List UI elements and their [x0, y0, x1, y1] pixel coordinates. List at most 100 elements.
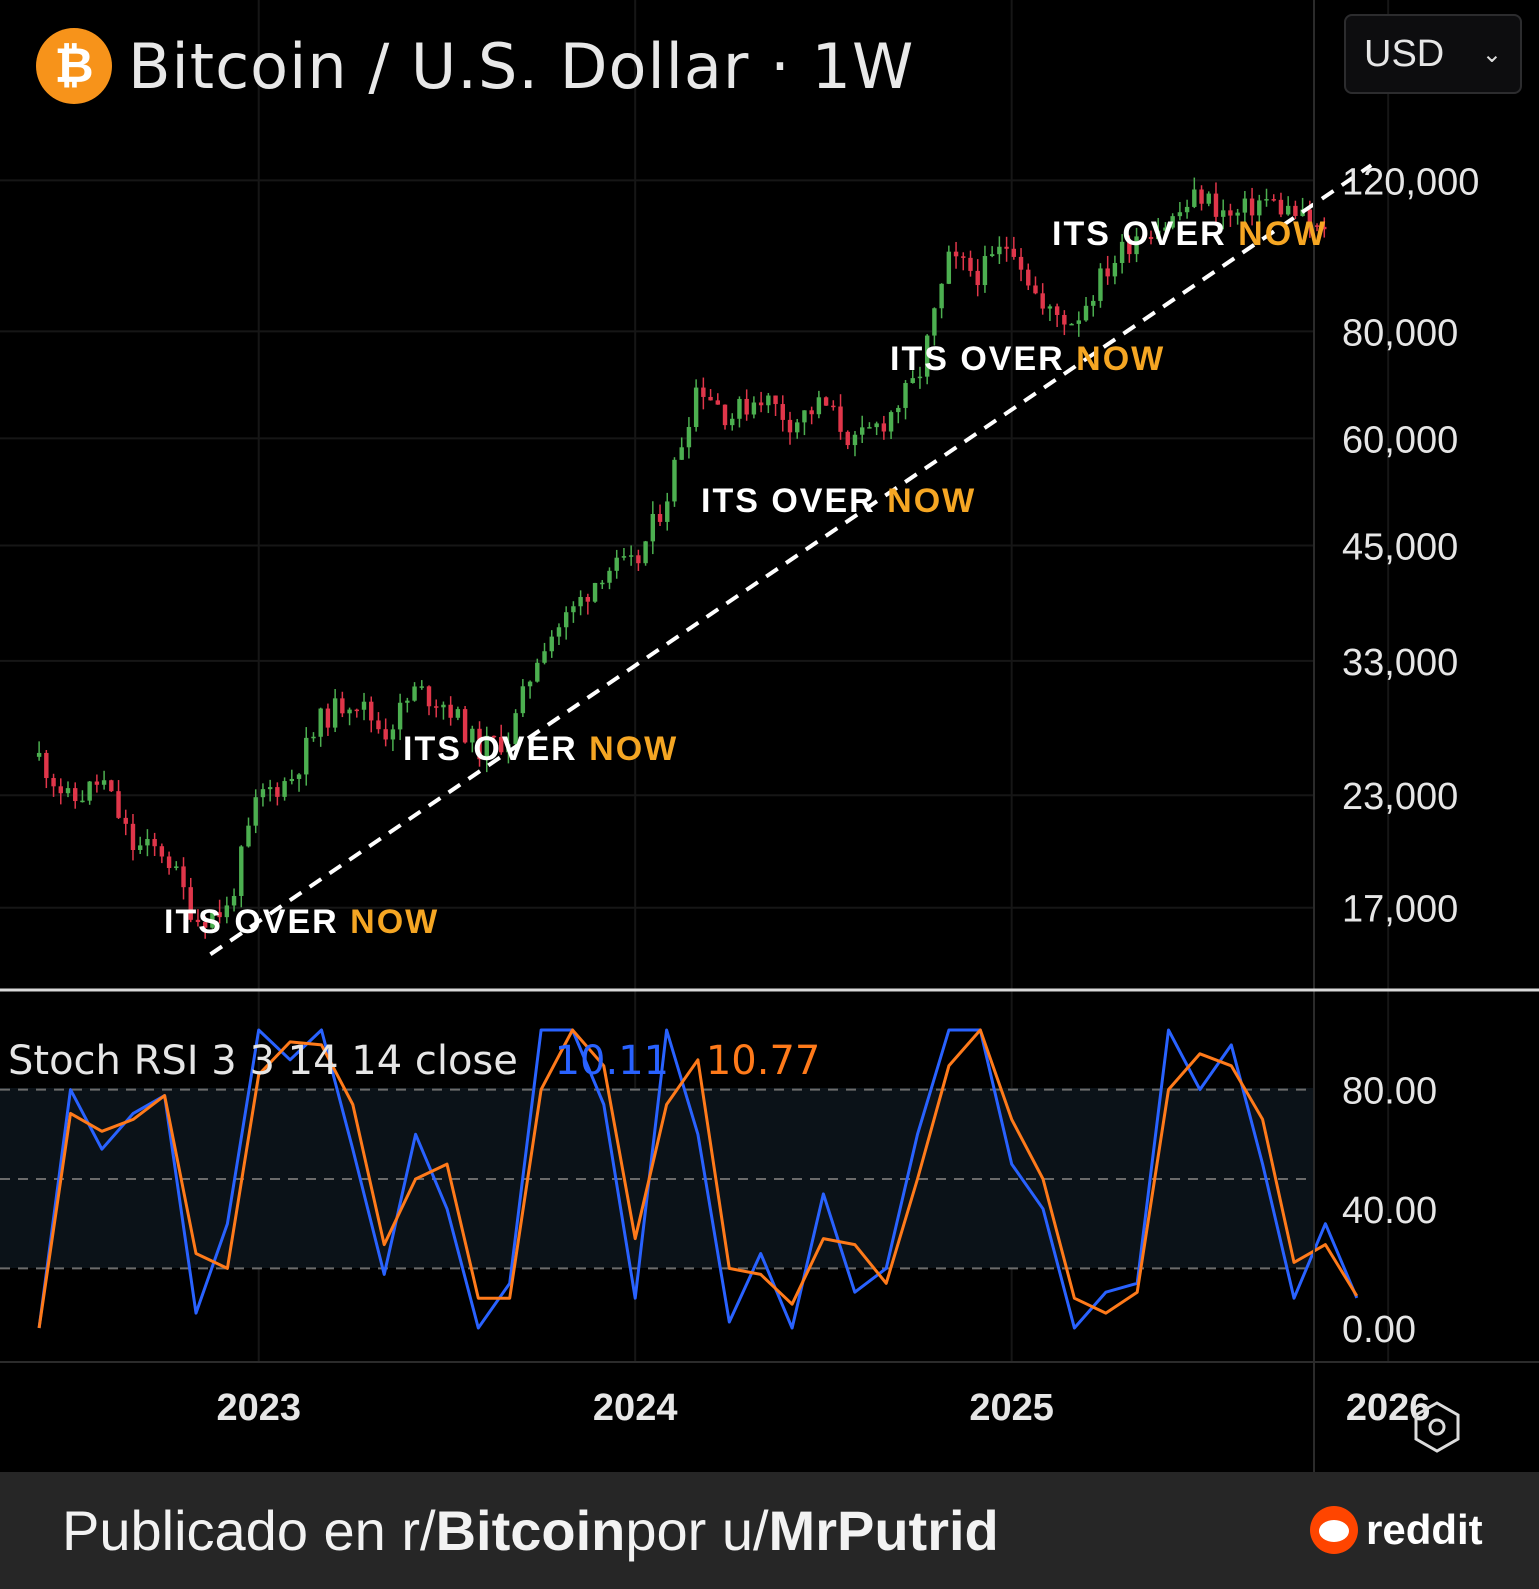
- candle-body: [405, 700, 410, 703]
- annotation-highlight: NOW: [350, 903, 439, 941]
- candle-body: [311, 736, 316, 739]
- candle-body: [1018, 256, 1024, 270]
- candle-body: [773, 395, 778, 405]
- candle-body: [267, 787, 273, 790]
- candle-body: [260, 789, 266, 798]
- candle-body: [975, 270, 980, 286]
- candle-body: [1004, 246, 1009, 249]
- annotation-label: ITS OVER NOW: [403, 730, 678, 768]
- stoch-d-line: [37, 1028, 1359, 1329]
- candle-body: [758, 402, 764, 406]
- candle-body: [520, 686, 526, 714]
- candle-body: [1119, 241, 1125, 263]
- candle-body: [787, 419, 793, 433]
- price-tick-label: 45,000: [1342, 526, 1458, 568]
- candle-body: [1105, 268, 1110, 277]
- stoch-k-value: 10.11: [554, 1038, 670, 1084]
- candle-body: [325, 708, 331, 728]
- annotation-text: ITS OVER: [403, 730, 589, 768]
- candle-body: [397, 702, 403, 730]
- candle-body: [737, 398, 742, 419]
- candle-body: [1257, 200, 1262, 216]
- time-axis[interactable]: 2023 2024 2025 2026: [216, 1387, 1430, 1429]
- candle-body: [1047, 306, 1053, 309]
- candle-body: [1091, 300, 1096, 306]
- candle-body: [434, 706, 439, 708]
- candle-body: [989, 254, 995, 257]
- candle-body: [239, 846, 244, 896]
- time-tick-label: 2024: [593, 1387, 678, 1429]
- candle-body: [953, 251, 959, 257]
- annotation-label: ITS OVER NOW: [890, 340, 1165, 378]
- candle-body: [1184, 206, 1190, 213]
- candle-body: [116, 791, 121, 818]
- credit-middle: por u/: [625, 1499, 769, 1562]
- username[interactable]: MrPutrid: [768, 1499, 999, 1562]
- candle-body: [563, 612, 569, 628]
- candle-body: [289, 778, 295, 782]
- candle-body: [614, 557, 619, 571]
- candle-body: [1192, 189, 1197, 207]
- candle-body: [780, 404, 785, 420]
- candle-body: [1213, 193, 1219, 217]
- candle-body: [1249, 198, 1255, 216]
- stoch-d-value: 10.77: [705, 1038, 821, 1084]
- price-axis[interactable]: 120,000 80,000 60,000 45,000 33,000 23,000 17,…: [1342, 161, 1479, 930]
- candle-body: [881, 423, 887, 432]
- candle-body: [441, 704, 446, 708]
- candle-body: [419, 686, 424, 688]
- candle-body: [1177, 212, 1183, 217]
- annotation-text: ITS OVER: [164, 903, 350, 941]
- candle-body: [701, 387, 706, 397]
- candle-body: [455, 709, 461, 718]
- candle-body: [65, 788, 71, 794]
- candle-body: [556, 627, 562, 637]
- candle-body: [195, 919, 201, 923]
- candle-body: [1285, 205, 1291, 215]
- symbol-title: ₿ Bitcoin / U.S. Dollar · 1W: [36, 26, 914, 106]
- candle-body: [73, 788, 78, 802]
- candle-body: [831, 405, 836, 408]
- annotation-highlight: NOW: [589, 730, 678, 768]
- candle-body: [845, 431, 850, 446]
- candle-body: [130, 823, 136, 851]
- post-credit: Publicado en r/Bitcoin por u/MrPutrid: [62, 1472, 999, 1589]
- candle-body: [1098, 268, 1103, 301]
- candle-body: [628, 555, 634, 557]
- candle-body: [137, 845, 143, 851]
- candle-body: [968, 257, 973, 271]
- annotation-text: ITS OVER: [1052, 215, 1238, 253]
- reddit-logo: reddit: [1310, 1502, 1483, 1558]
- candle-body: [693, 387, 699, 428]
- subreddit-name[interactable]: Bitcoin: [435, 1499, 626, 1562]
- candle-body: [1134, 236, 1139, 255]
- candle-body: [253, 797, 258, 826]
- support-trendline: [209, 163, 1373, 956]
- candle-body: [809, 410, 814, 415]
- candle-body: [1220, 210, 1226, 217]
- candle-body: [166, 856, 172, 869]
- candle-body: [903, 383, 908, 408]
- price-tick-label: 17,000: [1342, 889, 1458, 931]
- candle-body: [1271, 199, 1276, 201]
- candle-body: [686, 427, 692, 448]
- price-tick-label: 60,000: [1342, 419, 1458, 461]
- chart-title: Bitcoin / U.S. Dollar · 1W: [128, 29, 915, 103]
- candle-body: [51, 778, 56, 787]
- candle-body: [708, 396, 713, 401]
- candle-body: [1170, 216, 1175, 228]
- indicator-legend[interactable]: Stoch RSI 3 3 14 14 close 10.11 10.77: [8, 1038, 820, 1084]
- candle-body: [513, 713, 518, 745]
- candle-body: [159, 846, 165, 857]
- candle-body: [80, 800, 85, 803]
- settings-icon[interactable]: [1410, 1400, 1464, 1454]
- stoch-axis[interactable]: 80.00 40.00 0.00: [1342, 1071, 1437, 1351]
- candle-body: [426, 686, 432, 707]
- candle-body: [1040, 293, 1045, 309]
- currency-dropdown[interactable]: USD ⌄: [1344, 14, 1522, 94]
- candle-body: [982, 256, 988, 286]
- reddit-snoo-icon: [1310, 1506, 1358, 1554]
- candle-body: [874, 423, 879, 428]
- price-chart[interactable]: 120,000 80,000 60,000 45,000 33,000 23,000 17,…: [0, 0, 1539, 1472]
